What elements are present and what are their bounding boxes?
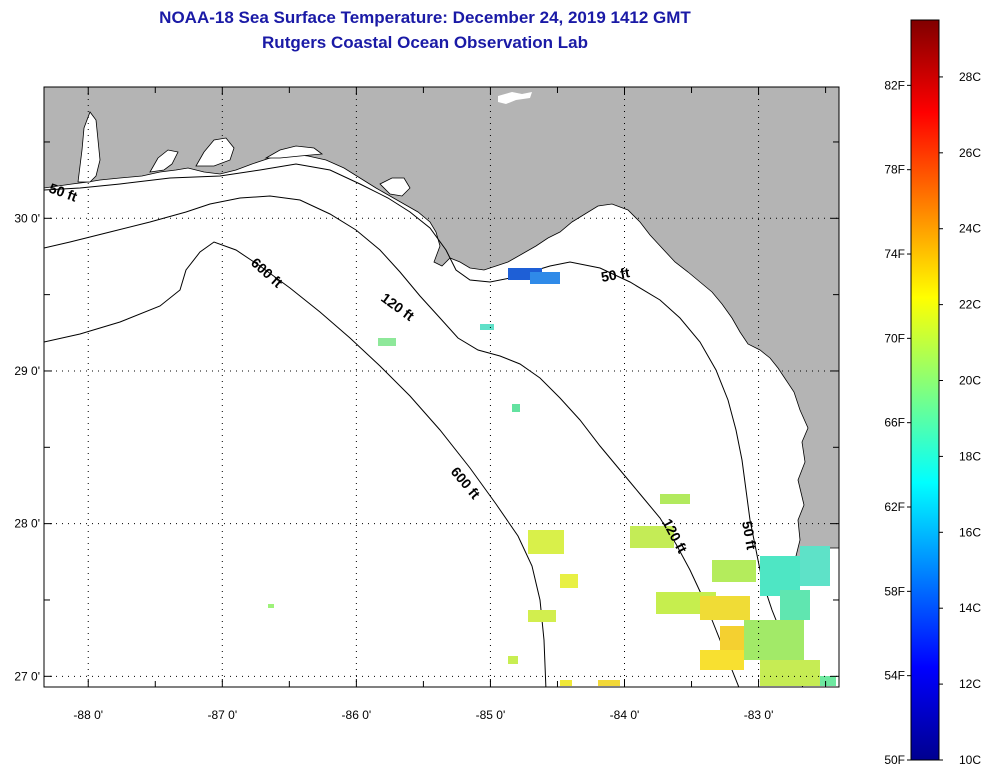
y-tick-label: 28 0'	[14, 517, 40, 531]
sst-patch	[712, 560, 756, 582]
colorbar-label-fahrenheit: 54F	[884, 669, 905, 683]
colorbar-gradient	[910, 19, 940, 761]
x-tick-label: -86 0'	[342, 708, 372, 722]
colorbar-ticks: 28C 26C 24C 22C 20C 18C 16C 14C 12C 10C 82F 78F 74F 7…	[884, 70, 981, 767]
x-tick-label: -84 0'	[610, 708, 640, 722]
sst-patch	[780, 590, 810, 620]
sst-patch	[744, 620, 804, 660]
colorbar-label-celsius: 26C	[959, 146, 981, 160]
colorbar-label-celsius: 24C	[959, 222, 981, 236]
sst-patch	[378, 338, 396, 346]
sst-patch-cold-2	[530, 272, 560, 284]
colorbar-label-fahrenheit: 70F	[884, 331, 905, 345]
mobile-bay	[77, 111, 101, 183]
sst-patch	[700, 596, 750, 620]
colorbar-label-fahrenheit: 50F	[884, 753, 905, 767]
map-title: NOAA-18 Sea Surface Temperature: Decembe…	[159, 8, 691, 27]
isobath-50ft	[44, 163, 804, 687]
colorbar-label-fahrenheit: 66F	[884, 416, 905, 430]
colorbar-label-celsius: 20C	[959, 374, 981, 388]
x-tick-label: -87 0'	[207, 708, 237, 722]
map-subtitle: Rutgers Coastal Ocean Observation Lab	[262, 33, 588, 52]
sst-patch	[560, 574, 578, 588]
sst-patch	[268, 604, 274, 608]
colorbar-label-fahrenheit: 62F	[884, 500, 905, 514]
contour-label-50ft-south: 50 ft	[739, 520, 760, 551]
colorbar-label-fahrenheit: 78F	[884, 163, 905, 177]
isobath-600ft	[44, 241, 547, 687]
apalachicola-bay	[379, 177, 411, 197]
colorbar-label-fahrenheit: 82F	[884, 78, 905, 92]
sst-patch	[480, 324, 494, 330]
y-tick-label: 27 0'	[14, 669, 40, 683]
sst-patch	[528, 610, 556, 622]
sst-patch	[560, 680, 572, 686]
y-tick-label: 30 0'	[14, 211, 40, 225]
x-tick-label: -83 0'	[744, 708, 774, 722]
colorbar-label-fahrenheit: 58F	[884, 584, 905, 598]
pensacola-bay	[149, 149, 179, 173]
sst-patch	[760, 660, 820, 686]
inland-lake	[498, 92, 532, 104]
x-tick-label: -85 0'	[476, 708, 506, 722]
axis-labels: -88 0' -87 0' -86 0' -85 0' -84 0' -83 0' 30 0…	[14, 211, 773, 722]
x-tick-label: -88 0'	[73, 708, 103, 722]
sst-patch	[800, 546, 830, 586]
st-andrew-bay	[264, 145, 324, 159]
plot-frame	[43, 86, 840, 688]
sst-patch	[630, 526, 674, 548]
contour-label-50ft-bigbend: 50 ft	[600, 264, 631, 285]
colorbar-label-celsius: 18C	[959, 449, 981, 463]
sst-patch	[820, 676, 836, 686]
colorbar-label-fahrenheit: 74F	[884, 247, 905, 261]
sst-patch	[508, 656, 518, 664]
y-tick-label: 29 0'	[14, 364, 40, 378]
colorbar-label-celsius: 28C	[959, 70, 981, 84]
sst-patch	[528, 530, 564, 554]
colorbar-label-celsius: 12C	[959, 677, 981, 691]
sst-patch	[700, 650, 744, 670]
land-florida	[44, 87, 839, 576]
colorbar-label-celsius: 16C	[959, 525, 981, 539]
colorbar-label-celsius: 10C	[959, 753, 981, 767]
sst-pixels	[268, 268, 836, 686]
sst-patch	[760, 556, 800, 596]
colorbar-label-celsius: 22C	[959, 298, 981, 312]
graticule	[44, 87, 839, 687]
sst-patch	[598, 680, 620, 686]
colorbar-label-celsius: 14C	[959, 601, 981, 615]
choctawhatchee-bay	[195, 137, 235, 167]
sst-patch	[512, 404, 520, 412]
sst-patch	[660, 494, 690, 504]
